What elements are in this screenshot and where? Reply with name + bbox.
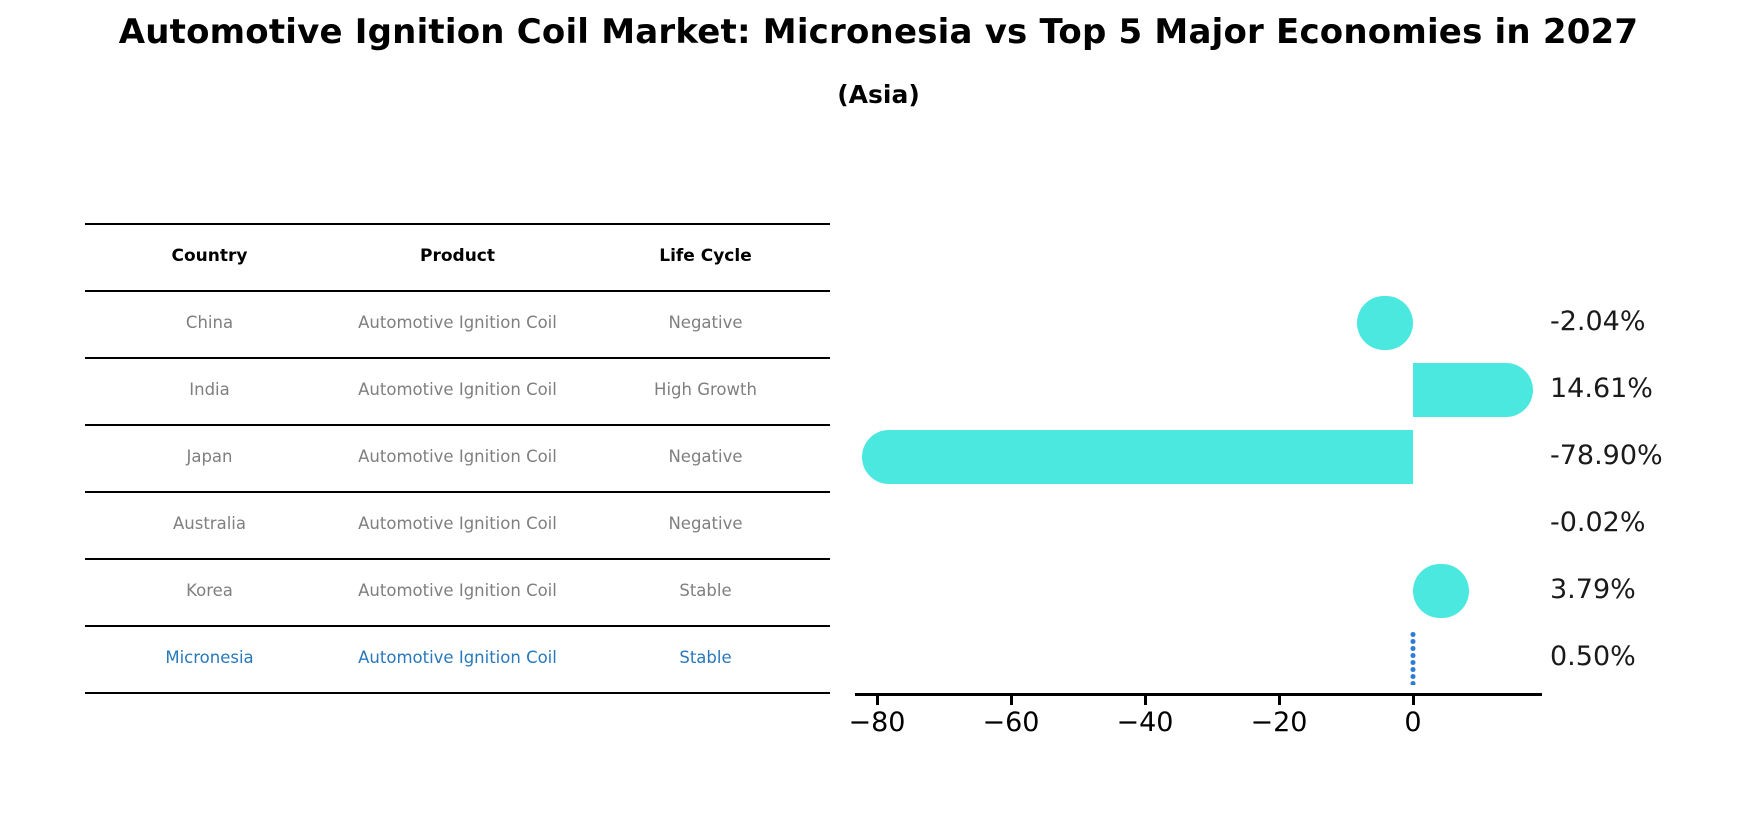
x-axis-line — [855, 693, 1542, 696]
cell-product: Automotive Ignition Coil — [358, 380, 557, 399]
chart-subtitle: (Asia) — [837, 80, 920, 109]
cell-product: Automotive Ignition Coil — [358, 514, 557, 533]
cell-country: Micronesia — [165, 648, 254, 667]
table-rule — [85, 223, 830, 225]
cell-life-cycle: High Growth — [654, 380, 757, 399]
x-axis-tick — [876, 696, 879, 705]
value-label-micronesia: 0.50% — [1550, 641, 1636, 672]
cell-product: Automotive Ignition Coil — [358, 313, 557, 332]
table-rule — [85, 558, 830, 560]
x-axis-tick — [1278, 696, 1281, 705]
x-tick-label: −40 — [1116, 707, 1174, 738]
x-tick-label: 0 — [1404, 707, 1422, 738]
value-label-japan: -78.90% — [1550, 440, 1663, 471]
x-tick-label: −60 — [982, 707, 1040, 738]
table-rule — [85, 625, 830, 627]
x-axis-tick — [1010, 696, 1013, 705]
cell-country: Korea — [186, 581, 233, 600]
micronesia-dotted-bar — [1410, 631, 1416, 685]
cell-life-cycle: Stable — [679, 648, 732, 667]
cell-life-cycle: Stable — [679, 581, 732, 600]
x-tick-label: −80 — [848, 707, 906, 738]
table-rule — [85, 290, 830, 292]
table-header-product: Product — [420, 246, 495, 266]
cell-product: Automotive Ignition Coil — [358, 581, 557, 600]
table-rule — [85, 357, 830, 359]
cell-product: Automotive Ignition Coil — [358, 447, 557, 466]
table-header-country: Country — [171, 246, 248, 266]
cell-country: Japan — [186, 447, 233, 466]
x-axis-tick — [1144, 696, 1147, 705]
bar-india — [1413, 363, 1533, 417]
bar-japan — [862, 430, 1413, 484]
x-tick-label: −20 — [1250, 707, 1308, 738]
cell-product: Automotive Ignition Coil — [358, 648, 557, 667]
value-label-india: 14.61% — [1550, 373, 1653, 404]
table-header-life-cycle: Life Cycle — [659, 246, 752, 266]
x-axis-tick — [1412, 696, 1415, 705]
value-label-korea: 3.79% — [1550, 574, 1636, 605]
cell-country: Australia — [173, 514, 246, 533]
cell-life-cycle: Negative — [668, 313, 743, 332]
chart-title: Automotive Ignition Coil Market: Microne… — [118, 12, 1639, 52]
value-label-australia: -0.02% — [1550, 507, 1646, 538]
bar-korea — [1413, 564, 1469, 618]
cell-life-cycle: Negative — [668, 447, 743, 466]
cell-country: India — [189, 380, 230, 399]
table-rule — [85, 692, 830, 694]
bar-china — [1357, 296, 1413, 350]
cell-life-cycle: Negative — [668, 514, 743, 533]
table-rule — [85, 424, 830, 426]
cell-country: China — [185, 313, 234, 332]
value-label-china: -2.04% — [1550, 306, 1646, 337]
table-rule — [85, 491, 830, 493]
